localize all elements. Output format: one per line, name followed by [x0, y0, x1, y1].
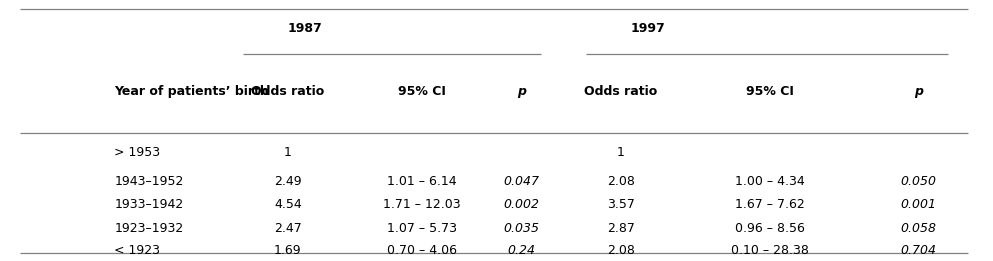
Text: 2.47: 2.47 — [274, 222, 302, 235]
Text: 3.57: 3.57 — [607, 198, 635, 211]
Text: 2.08: 2.08 — [607, 244, 635, 257]
Text: 1.71 – 12.03: 1.71 – 12.03 — [383, 198, 461, 211]
Text: 0.70 – 4.06: 0.70 – 4.06 — [387, 244, 457, 257]
Text: p: p — [914, 85, 923, 98]
Text: > 1953: > 1953 — [114, 146, 160, 159]
Text: Odds ratio: Odds ratio — [251, 85, 325, 98]
Text: 95% CI: 95% CI — [398, 85, 446, 98]
Text: 0.001: 0.001 — [901, 198, 936, 211]
Text: 1.01 – 6.14: 1.01 – 6.14 — [387, 175, 457, 188]
Text: 0.050: 0.050 — [901, 175, 936, 188]
Text: 1.00 – 4.34: 1.00 – 4.34 — [735, 175, 804, 188]
Text: 1.67 – 7.62: 1.67 – 7.62 — [735, 198, 804, 211]
Text: 95% CI: 95% CI — [746, 85, 793, 98]
Text: 1923–1932: 1923–1932 — [114, 222, 184, 235]
Text: 0.035: 0.035 — [503, 222, 539, 235]
Text: 0.002: 0.002 — [503, 198, 539, 211]
Text: 1.07 – 5.73: 1.07 – 5.73 — [387, 222, 457, 235]
Text: 1: 1 — [284, 146, 292, 159]
Text: p: p — [516, 85, 526, 98]
Text: 0.96 – 8.56: 0.96 – 8.56 — [735, 222, 804, 235]
Text: 1987: 1987 — [288, 22, 323, 35]
Text: 0.24: 0.24 — [507, 244, 535, 257]
Text: Year of patients’ birth: Year of patients’ birth — [114, 85, 269, 98]
Text: 0.704: 0.704 — [901, 244, 936, 257]
Text: Odds ratio: Odds ratio — [584, 85, 657, 98]
Text: 4.54: 4.54 — [274, 198, 302, 211]
Text: 0.047: 0.047 — [503, 175, 539, 188]
Text: 2.08: 2.08 — [607, 175, 635, 188]
Text: 1943–1952: 1943–1952 — [114, 175, 184, 188]
Text: 0.058: 0.058 — [901, 222, 936, 235]
Text: 1997: 1997 — [631, 22, 665, 35]
Text: 0.10 – 28.38: 0.10 – 28.38 — [731, 244, 808, 257]
Text: < 1923: < 1923 — [114, 244, 160, 257]
Text: 1.69: 1.69 — [274, 244, 302, 257]
Text: 2.49: 2.49 — [274, 175, 302, 188]
Text: 1: 1 — [617, 146, 625, 159]
Text: 2.87: 2.87 — [607, 222, 635, 235]
Text: 1933–1942: 1933–1942 — [114, 198, 184, 211]
